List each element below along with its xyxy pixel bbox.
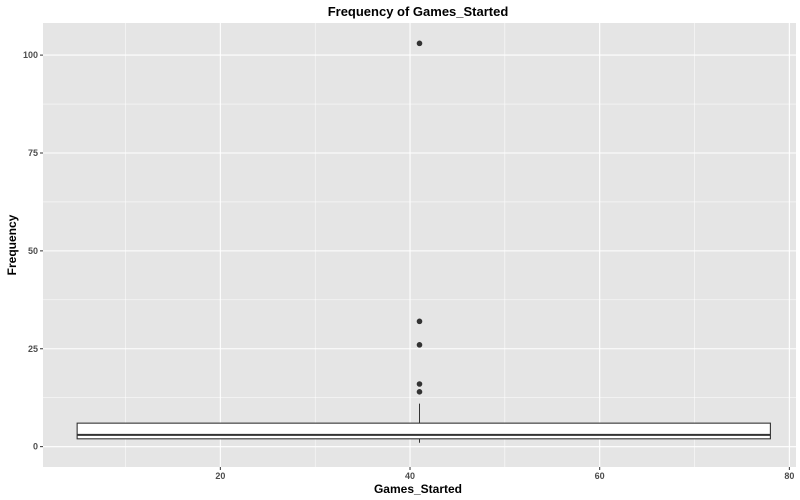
outlier-point-2 bbox=[416, 342, 423, 348]
y-tick-label-100: 100 bbox=[23, 50, 38, 60]
x-tick-label-60: 60 bbox=[595, 471, 605, 481]
outlier-point-4 bbox=[416, 40, 423, 47]
outlier-point-0 bbox=[416, 389, 423, 395]
x-tick-label-20: 20 bbox=[215, 471, 225, 481]
y-axis: 0 25 50 75 100 bbox=[23, 50, 43, 452]
y-tick-label-25: 25 bbox=[28, 344, 38, 354]
plot-panel bbox=[43, 23, 796, 467]
box-iqr bbox=[76, 422, 771, 440]
y-tick-label-75: 75 bbox=[28, 148, 38, 158]
y-tick-label-50: 50 bbox=[28, 246, 38, 256]
y-tick-label-0: 0 bbox=[33, 442, 38, 452]
outlier-point-3 bbox=[416, 318, 423, 325]
boxplot bbox=[76, 40, 771, 443]
outlier-point-1 bbox=[416, 381, 423, 387]
y-axis-title: Frequency bbox=[5, 214, 19, 275]
x-tick-label-40: 40 bbox=[405, 471, 415, 481]
grid-minor bbox=[43, 23, 796, 467]
x-tick-label-80: 80 bbox=[784, 471, 794, 481]
x-axis-title: Games_Started bbox=[374, 482, 462, 496]
x-axis: 20 40 60 80 bbox=[215, 467, 794, 481]
chart-title: Frequency of Games_Started bbox=[328, 4, 509, 19]
grid-major bbox=[43, 23, 796, 467]
